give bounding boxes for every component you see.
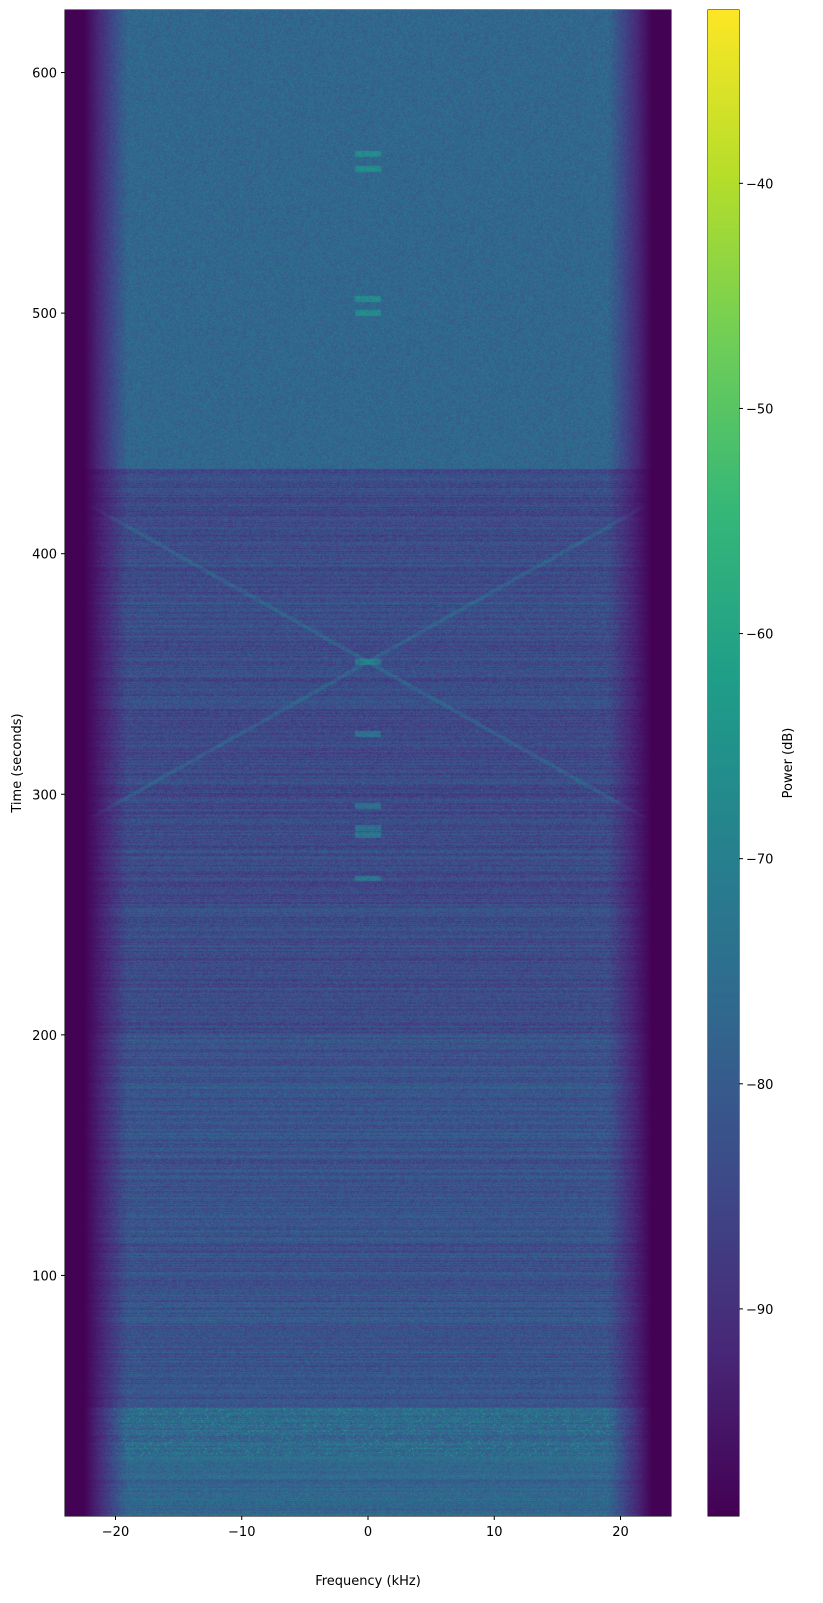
y-tick-label: 400 [32,548,57,563]
x-axis: −20 −10 0 10 20 [102,1516,629,1540]
x-tick-label: 20 [612,1525,629,1540]
colorbar-label: Power (dB) [781,728,796,799]
colorbar-axis: −40 −50 −60 −70 −80 −90 [739,177,773,1318]
y-tick-label: 600 [32,67,57,82]
colorbar-tick-label: −80 [746,1078,773,1093]
colorbar-tick-label: −50 [746,402,773,417]
colorbar-tick-label: −60 [746,628,773,643]
y-tick-label: 100 [32,1269,57,1284]
y-tick-label: 300 [32,788,57,803]
x-tick-label: −10 [228,1525,255,1540]
y-axis: 100 200 300 400 500 600 [32,67,65,1284]
spectrogram-heatmap [65,10,671,1516]
y-axis-label: Time (seconds) [10,713,25,813]
y-tick-label: 200 [32,1029,57,1044]
x-tick-label: −20 [102,1525,129,1540]
y-tick-label: 500 [32,307,57,322]
colorbar [708,10,739,1516]
x-tick-label: 0 [364,1525,372,1540]
colorbar-tick-label: −70 [746,853,773,868]
colorbar-tick-label: −90 [746,1303,773,1318]
x-tick-label: 10 [486,1525,503,1540]
colorbar-tick-label: −40 [746,177,773,192]
x-axis-label: Frequency (kHz) [315,1574,421,1589]
